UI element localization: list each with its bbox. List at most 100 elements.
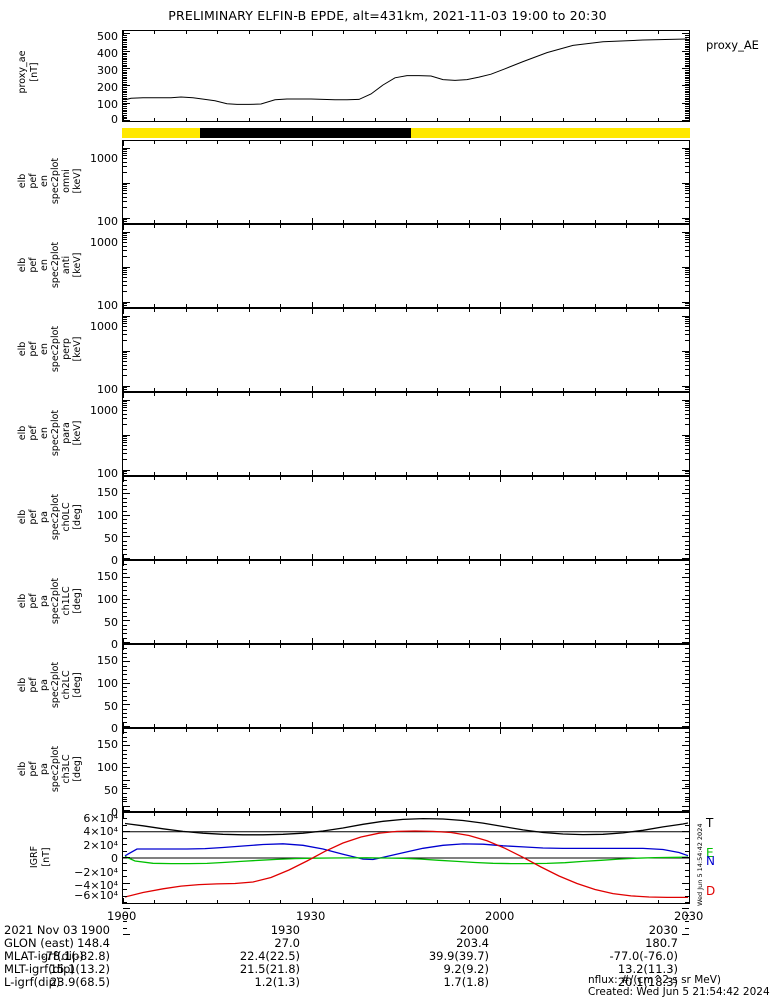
xtick-minor-7 xyxy=(343,724,345,727)
ytick-ae-420 xyxy=(123,47,127,49)
proxy-ae-ticks xyxy=(123,31,689,121)
xtick-minor-top-7 xyxy=(343,393,345,396)
ytick-lin-r-50 xyxy=(682,704,689,706)
ephemeris-value: 1.2(1.3) xyxy=(254,975,300,989)
ytick-lin-r-180 xyxy=(685,732,689,734)
ytick-lin-r-20 xyxy=(685,717,689,719)
ytick-log-r-80 xyxy=(685,304,689,306)
xtick-top-0 xyxy=(123,225,124,230)
ytick-ae-r-80 xyxy=(685,106,689,108)
ytick-log-1000 xyxy=(123,434,130,436)
pa-ch2lc-ytick-50: 50 xyxy=(104,700,118,713)
xtick-minor-top-13 xyxy=(531,31,533,34)
xtick-minor-top-2 xyxy=(185,225,187,228)
ytick-lin-r-170 xyxy=(685,736,689,738)
ytick-lin-70 xyxy=(123,611,127,613)
xtick-minor-top-16 xyxy=(626,309,628,312)
ytick-ae-60 xyxy=(123,109,127,111)
xtick-minor-top-10 xyxy=(437,477,439,480)
pa-ch3lc-ytick-0: 0 xyxy=(111,806,118,819)
ephemeris-row-label: GLON (east) xyxy=(4,936,74,950)
xtick-minor-15 xyxy=(594,724,596,727)
xtick-minor-top-13 xyxy=(531,561,533,564)
ytick-lin-130 xyxy=(123,753,127,755)
ytick-log-500 xyxy=(123,445,127,447)
ytick-lin-r-110 xyxy=(685,594,689,596)
xtick-minor-10 xyxy=(437,640,439,643)
ytick-ae-r-330 xyxy=(685,62,689,64)
ytick-log-r-9000 xyxy=(685,317,689,319)
xtick-minor-top-10 xyxy=(437,141,439,144)
ytick-log-r-800 xyxy=(685,437,689,439)
ytick-ae-280 xyxy=(123,71,127,73)
ytick-lin-170 xyxy=(123,568,127,570)
ytick-ae-r-420 xyxy=(685,47,689,49)
ytick-lin-60 xyxy=(123,700,127,702)
xtick-minor-top-9 xyxy=(406,561,407,564)
xtick-minor-top-14 xyxy=(563,729,565,732)
ytick-lin-r-130 xyxy=(685,501,689,503)
xtick-minor-9 xyxy=(406,724,407,727)
ytick-ae-r-400 xyxy=(682,50,689,52)
ytick-ae-340 xyxy=(123,61,127,63)
ytick-log-r-7000 xyxy=(685,321,689,323)
ytick-lin-r-30 xyxy=(685,629,689,631)
ephemeris-row-label: MLT-igrf(dip) xyxy=(4,962,75,976)
ytick-log-7000 xyxy=(123,321,127,323)
ytick-lin-70 xyxy=(123,527,127,529)
xtick-minor-1 xyxy=(154,556,156,559)
ytick-log-r-700 xyxy=(685,440,689,442)
ephemeris-value: 39.9(39.7) xyxy=(428,949,489,963)
ytick-ae-r-220 xyxy=(685,81,689,83)
xtick-minor-top-3 xyxy=(217,309,219,312)
ytick-ae-70 xyxy=(123,107,127,109)
ytick-lin-r-60 xyxy=(685,532,689,534)
xtick-minor-11 xyxy=(468,304,470,307)
ytick-log-4000 xyxy=(123,161,127,163)
xtick-minor-1 xyxy=(154,808,156,811)
xtick-minor-top-9 xyxy=(406,645,407,648)
proxy-ae-ylabel-line1: proxy_ae xyxy=(17,50,28,94)
xtick-minor-14 xyxy=(563,304,565,307)
xtick-minor-10 xyxy=(437,220,439,223)
igrf-trace-N xyxy=(124,843,689,861)
xtick-minor-top-15 xyxy=(594,729,596,732)
ephemeris-value: 21.5(21.8) xyxy=(239,962,300,976)
ytick-log-r-5000 xyxy=(685,410,689,412)
en-omni-ylabel-line1: elb xyxy=(17,173,28,189)
xtick-top-3 xyxy=(689,31,690,36)
xtick-minor-top-4 xyxy=(248,561,250,564)
ytick-igrf-r--60000 xyxy=(682,934,689,936)
xtick-minor-4 xyxy=(248,220,250,223)
xtick-minor-top-1 xyxy=(154,561,156,564)
ytick-ae-210 xyxy=(123,83,127,85)
proxy-ae-axis-ticks xyxy=(123,31,690,121)
ytick-lin-r-0 xyxy=(682,810,689,811)
ytick-log-r-100 xyxy=(682,217,689,219)
ytick-lin-r-10 xyxy=(685,721,689,723)
xtick-minor-5 xyxy=(280,118,282,121)
ytick-lin-100 xyxy=(123,598,130,600)
xtick-top-2 xyxy=(500,141,502,146)
xtick-minor-top-14 xyxy=(563,309,565,312)
xtick-minor-3 xyxy=(217,220,219,223)
xtick-major-3 xyxy=(689,806,690,811)
xtick-minor-7 xyxy=(343,808,345,811)
xtick-minor-top-7 xyxy=(343,309,345,312)
xtick-minor-3 xyxy=(217,556,219,559)
panel-igrf xyxy=(122,779,690,936)
pa-ch0lc-ytick-50: 50 xyxy=(104,532,118,545)
ytick-ae-r-100 xyxy=(682,102,689,104)
xtick-major-1 xyxy=(311,302,313,307)
xtick-top-0 xyxy=(123,729,124,734)
ytick-log-r-3000 xyxy=(685,249,689,251)
xtick-minor-top-2 xyxy=(185,477,187,480)
xtick-minor-top-5 xyxy=(280,729,282,732)
xtick-minor-top-9 xyxy=(406,393,407,396)
ytick-lin-r-70 xyxy=(685,527,689,529)
ytick-lin-10 xyxy=(123,805,127,807)
xtick-minor-10 xyxy=(437,388,439,391)
xtick-minor-9 xyxy=(406,556,407,559)
panel-pa-ch1lc xyxy=(122,560,690,644)
pa-ch0lc-ylabel-line2: pef xyxy=(28,509,39,525)
